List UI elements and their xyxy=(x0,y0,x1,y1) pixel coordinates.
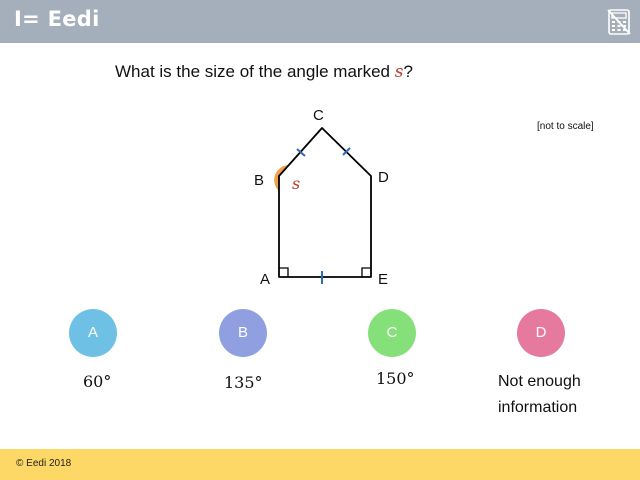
pentagon-shape xyxy=(278,127,372,278)
question-suffix: ? xyxy=(403,62,413,81)
question-prefix: What is the size of the angle marked xyxy=(115,62,395,81)
vertex-label-e: E xyxy=(378,271,388,288)
option-c-button[interactable]: C xyxy=(368,309,416,357)
option-b-button[interactable]: B xyxy=(219,309,267,357)
vertex-label-b: B xyxy=(254,172,264,189)
option-d-text-line2: information xyxy=(498,399,578,416)
question-variable: s xyxy=(394,62,404,82)
header-bar: I= Eedi xyxy=(0,0,640,43)
option-c-text[interactable]: 150° xyxy=(376,369,415,388)
vertex-label-a: A xyxy=(260,271,270,288)
option-d-text[interactable]: Not enough information xyxy=(498,369,581,421)
tick-mark-bc xyxy=(296,148,306,157)
option-a-text[interactable]: 60° xyxy=(83,372,112,391)
right-angle-marker-e xyxy=(361,267,371,277)
option-b-text[interactable]: 135° xyxy=(224,373,263,392)
angle-s-sector xyxy=(274,165,289,191)
copyright-text: © Eedi 2018 xyxy=(16,458,72,469)
option-a-button[interactable]: A xyxy=(69,309,117,357)
vertex-label-d: D xyxy=(378,169,389,186)
tick-mark-cd xyxy=(342,147,351,156)
right-angle-marker-a xyxy=(279,267,289,277)
question-text: What is the size of the angle marked s? xyxy=(115,62,413,82)
eedi-logo: I= Eedi xyxy=(14,7,100,31)
option-d-button[interactable]: D xyxy=(517,309,565,357)
vertex-label-c: C xyxy=(313,107,324,124)
not-to-scale-note: [not to scale] xyxy=(537,121,594,132)
footer-bar: © Eedi 2018 xyxy=(0,449,640,480)
calculator-crossed-icon xyxy=(607,9,631,35)
option-d-text-line1: Not enough xyxy=(498,373,581,390)
angle-s-label: s xyxy=(292,174,300,193)
